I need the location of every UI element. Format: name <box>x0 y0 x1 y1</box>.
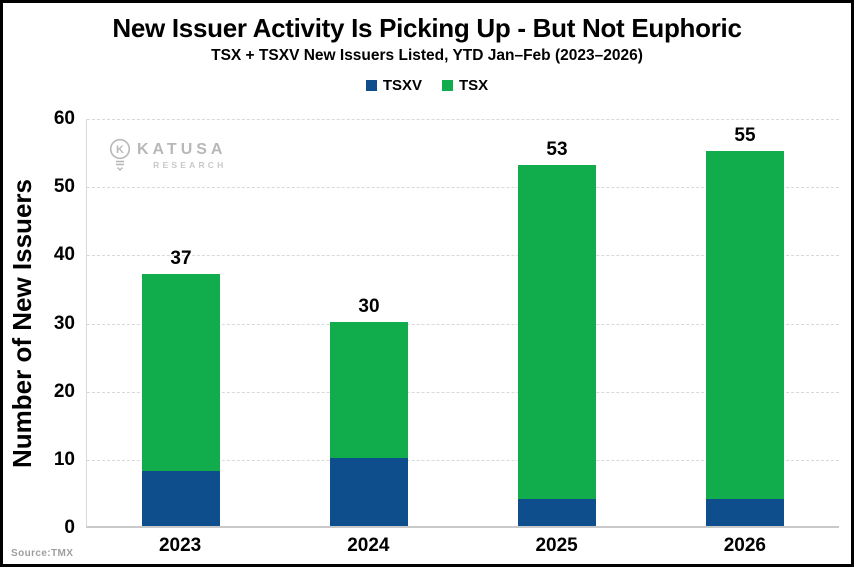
bars-container: 37 30 53 55 <box>87 119 839 526</box>
gridline <box>87 119 839 120</box>
legend-label: TSXV <box>382 77 422 94</box>
plot-area: K KATUSA RESEARCH 37 30 53 55 <box>86 119 839 528</box>
gridline <box>87 187 839 189</box>
x-axis-label: 2023 <box>158 535 202 556</box>
legend-item: TSX <box>442 77 488 94</box>
watermark-text: KATUSA RESEARCH <box>137 141 226 170</box>
bar-stack <box>330 321 408 526</box>
bar-segment-tsx <box>330 321 408 458</box>
svg-text:K: K <box>116 144 124 156</box>
source-note: Source:TMX <box>11 548 74 559</box>
gridline <box>87 255 839 257</box>
legend-item: TSXV <box>365 77 422 94</box>
y-tick-label: 20 <box>53 380 75 402</box>
gridline <box>87 323 839 325</box>
bar-stack <box>142 273 220 526</box>
bar-total-label: 53 <box>546 138 568 160</box>
legend: TSXV TSX <box>3 77 851 94</box>
bar-slot-2024: 30 <box>275 119 463 526</box>
bar-slot-2023: 37 <box>87 119 275 526</box>
gridline <box>87 459 839 461</box>
bar-slot-2026: 55 <box>651 119 839 526</box>
x-axis-label: 2024 <box>347 535 390 556</box>
bar-stack <box>518 164 596 526</box>
legend-swatch <box>365 80 377 91</box>
bar-segment-tsxv <box>330 457 408 526</box>
x-axis-label: 2026 <box>723 535 767 556</box>
chart-title: New Issuer Activity Is Picking Up - But … <box>112 13 742 43</box>
x-axis-labels: 2023 2024 2025 2026 <box>86 535 839 557</box>
y-tick-label: 40 <box>53 244 75 266</box>
watermark: K KATUSA RESEARCH <box>107 137 226 173</box>
legend-label: TSX <box>459 77 489 94</box>
chart-subtitle: TSX + TSXV New Issuers Listed, YTD Jan–F… <box>211 47 643 64</box>
y-tick-label: 10 <box>53 448 75 470</box>
bar-segment-tsxv <box>706 498 784 526</box>
legend-swatch <box>442 80 453 91</box>
watermark-subtitle: RESEARCH <box>153 159 227 170</box>
bar-total-label: 30 <box>358 295 380 317</box>
bar-segment-tsxv <box>518 498 596 526</box>
bar-stack <box>706 151 784 526</box>
bar-segment-tsx <box>142 273 220 472</box>
gridline <box>87 391 839 393</box>
bar-segment-tsxv <box>142 471 220 526</box>
y-tick-label: 60 <box>53 108 75 129</box>
bar-slot-2025: 53 <box>463 119 651 526</box>
x-axis-label: 2025 <box>535 535 578 556</box>
watermark-brand: KATUSA <box>137 140 227 158</box>
y-tick-label: 50 <box>53 176 75 198</box>
lightbulb-logo-icon: K <box>109 138 131 171</box>
bar-total-label: 55 <box>734 125 756 147</box>
bar-total-label: 37 <box>170 247 192 269</box>
bar-segment-tsx <box>706 151 784 499</box>
bar-segment-tsx <box>518 164 596 499</box>
y-tick-label: 30 <box>53 312 75 334</box>
y-tick-label: 0 <box>64 517 75 538</box>
